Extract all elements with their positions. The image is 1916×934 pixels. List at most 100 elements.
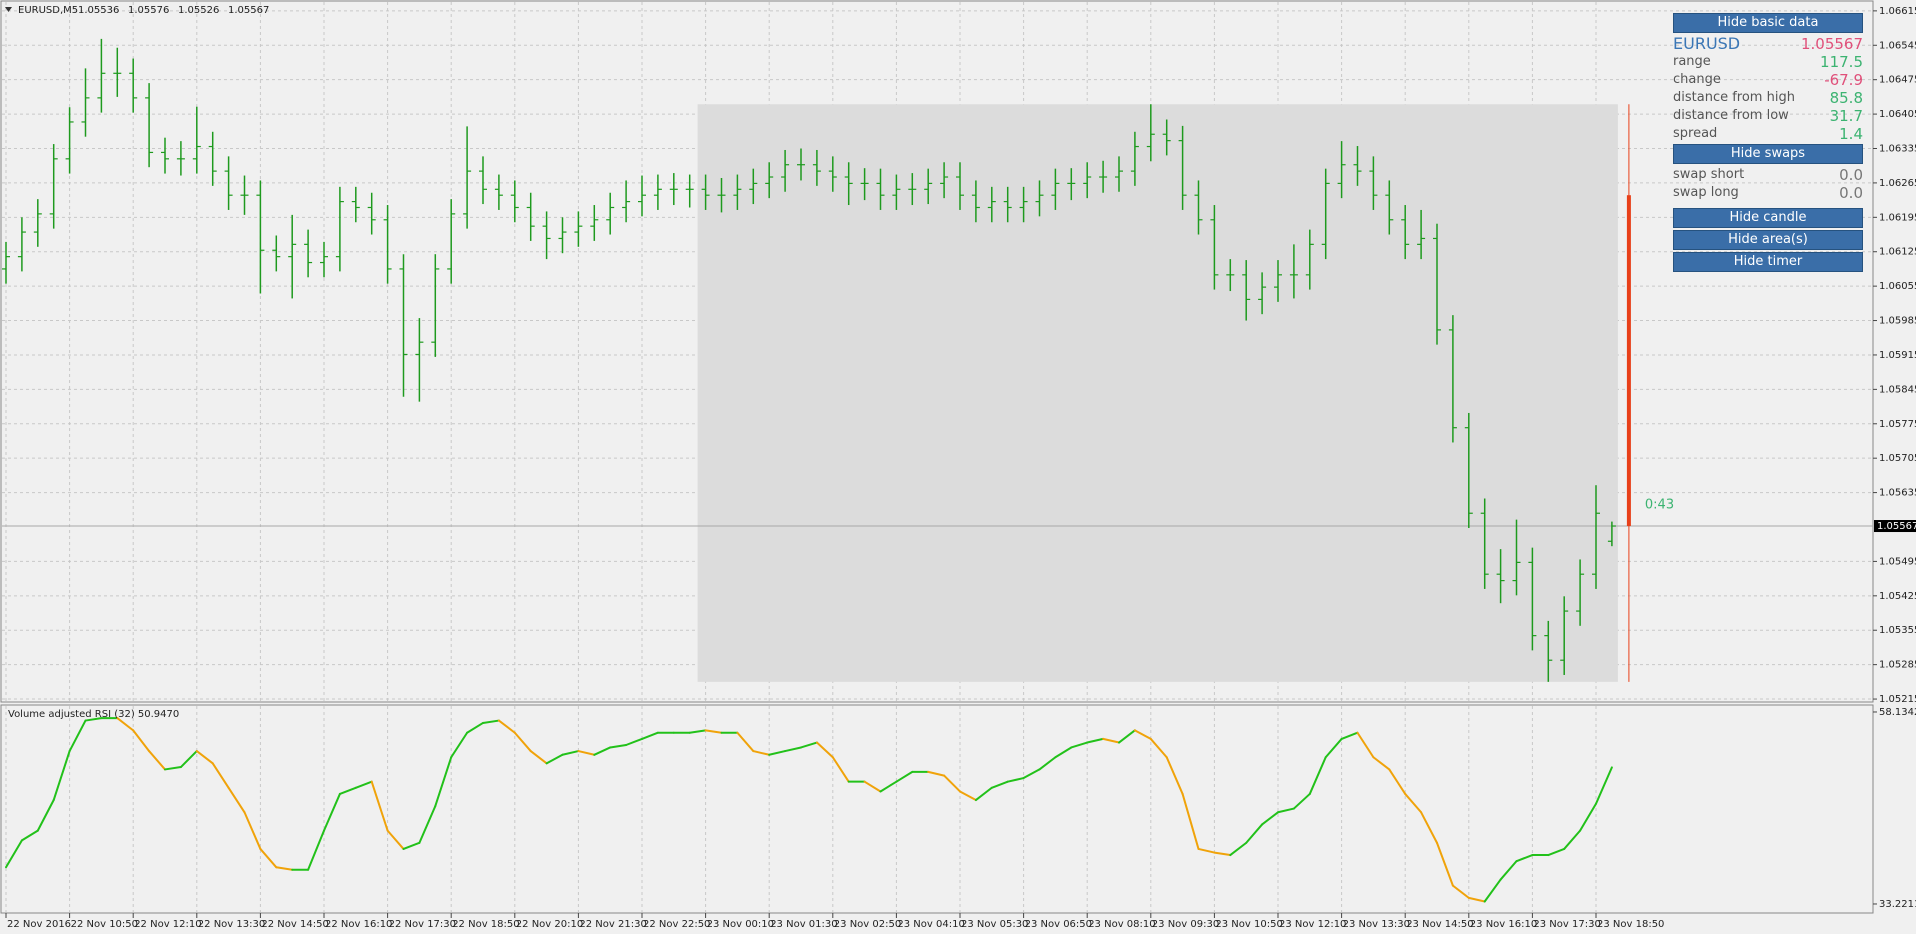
x-tick-label: 22 Nov 2016 bbox=[7, 919, 71, 930]
rsi-segment bbox=[450, 731, 469, 759]
x-tick-label: 23 Nov 09:30 bbox=[1152, 919, 1219, 930]
y-tick-label: 1.06615 bbox=[1879, 6, 1916, 17]
y-tick-label: 1.05215 bbox=[1879, 694, 1916, 705]
rsi-segment bbox=[1102, 737, 1120, 744]
rsi-segment bbox=[307, 829, 325, 871]
price-frame bbox=[0, 0, 1874, 703]
rsi-segment bbox=[1261, 811, 1279, 826]
rsi-segment bbox=[1292, 792, 1311, 810]
rsi-segment bbox=[116, 717, 135, 732]
collapse-icon bbox=[5, 7, 12, 12]
rsi-segment bbox=[545, 753, 564, 765]
rsi-segment bbox=[1372, 756, 1391, 771]
x-tick-label: 23 Nov 04:10 bbox=[897, 919, 964, 930]
rsi-segment bbox=[195, 750, 214, 765]
rsi-segment bbox=[1133, 729, 1152, 740]
rsi-segment bbox=[974, 786, 993, 802]
rsi-segment bbox=[5, 839, 23, 869]
button[interactable]: Hide swaps bbox=[1673, 144, 1863, 164]
range-area bbox=[697, 104, 1618, 682]
button[interactable]: Hide candle bbox=[1673, 208, 1863, 228]
rsi-segment bbox=[164, 766, 182, 771]
rsi-title: Volume adjusted RSI (32) 50.9470 bbox=[8, 709, 179, 720]
x-tick-label: 23 Nov 08:10 bbox=[1088, 919, 1155, 930]
rsi-segment bbox=[831, 756, 850, 783]
x-tick-label: 22 Nov 10:50 bbox=[71, 919, 138, 930]
labels: EURUSD,M5 Volume adjusted RSI (32) 50.94… bbox=[7, 5, 1916, 930]
x-tick-label: 22 Nov 16:10 bbox=[325, 919, 392, 930]
label: swap long bbox=[1673, 185, 1739, 200]
value: -67.9 bbox=[1824, 71, 1863, 89]
y-tick-label: 1.05495 bbox=[1879, 556, 1916, 567]
button[interactable]: Hide basic data bbox=[1673, 13, 1863, 33]
rsi-segment bbox=[561, 750, 580, 756]
rsi-segment bbox=[179, 750, 198, 769]
rsi-segment bbox=[641, 731, 659, 740]
x-tick-label: 23 Nov 10:50 bbox=[1215, 919, 1282, 930]
rsi-segment bbox=[927, 770, 946, 777]
x-tick-label: 22 Nov 22:50 bbox=[643, 919, 710, 930]
rsi-segment bbox=[84, 717, 103, 722]
rsi-segment bbox=[815, 741, 834, 759]
rsi-segment bbox=[1229, 841, 1248, 857]
y-tick-label: 1.05635 bbox=[1879, 488, 1916, 499]
rsi-segment bbox=[768, 750, 787, 756]
rsi-segment bbox=[1245, 823, 1264, 844]
rsi-segment bbox=[1006, 777, 1025, 783]
x-tick-label: 23 Nov 06:50 bbox=[1025, 919, 1092, 930]
rsi-segment bbox=[593, 746, 612, 756]
y-tick-label: 1.06545 bbox=[1879, 40, 1916, 51]
rsi-segment bbox=[1022, 768, 1041, 780]
y-tick-label: 1.06475 bbox=[1879, 75, 1916, 86]
row: distance from low 31.7 bbox=[1673, 107, 1863, 125]
row: spread 1.4 bbox=[1673, 125, 1863, 143]
x-tick-label: 22 Nov 20:10 bbox=[516, 919, 583, 930]
symbol: EURUSD bbox=[1673, 34, 1741, 53]
rsi-frame bbox=[0, 704, 1874, 914]
x-tick-label: 22 Nov 17:30 bbox=[389, 919, 456, 930]
value: 0.0 bbox=[1839, 184, 1863, 202]
y-tick-label: 1.05915 bbox=[1879, 350, 1916, 361]
rsi-segment bbox=[863, 780, 882, 793]
button[interactable]: Hide timer bbox=[1673, 252, 1863, 272]
rsi-segment bbox=[1213, 851, 1232, 857]
marks bbox=[2, 38, 1916, 903]
rsi-segment bbox=[736, 731, 755, 753]
row: range 117.5 bbox=[1673, 53, 1863, 71]
value: 85.8 bbox=[1829, 89, 1863, 107]
y-tick-label: 1.05285 bbox=[1879, 660, 1916, 671]
rsi-segment bbox=[36, 799, 55, 832]
info-panel: Hide basic data EURUSD 1.05567 range 117.5… bbox=[1673, 12, 1863, 274]
row: swap short 0.0 bbox=[1673, 166, 1863, 184]
rsi-segment bbox=[1451, 884, 1470, 899]
rsi-segment bbox=[959, 790, 977, 802]
rsi-segment bbox=[752, 750, 771, 756]
x-tick-label: 23 Nov 05:30 bbox=[961, 919, 1028, 930]
rsi-segment bbox=[879, 780, 898, 793]
y-tick-label: 33.2211 bbox=[1879, 899, 1916, 910]
value: 1.4 bbox=[1839, 125, 1863, 143]
x-tick-label: 23 Nov 02:50 bbox=[834, 919, 901, 930]
x-tick-label: 22 Nov 13:30 bbox=[198, 919, 265, 930]
row: EURUSD 1.05567 bbox=[1673, 34, 1863, 54]
rsi-segment bbox=[1467, 896, 1486, 903]
rsi-segment bbox=[1547, 847, 1566, 857]
rsi-segment bbox=[1436, 841, 1454, 887]
label: range bbox=[1673, 54, 1711, 69]
rsi-segment bbox=[688, 729, 707, 734]
rsi-segment bbox=[1340, 731, 1359, 740]
button[interactable]: Hide area(s) bbox=[1673, 230, 1863, 250]
y-tick-label: 1.05775 bbox=[1879, 419, 1916, 430]
rsi-segment bbox=[784, 746, 802, 753]
rsi-segment bbox=[609, 743, 628, 749]
header-value: 1.05576 bbox=[128, 5, 169, 16]
x-tick-label: 23 Nov 16:10 bbox=[1470, 919, 1537, 930]
rsi-segment bbox=[482, 719, 500, 724]
rsi-segment bbox=[800, 741, 818, 749]
rsi-segment bbox=[68, 719, 87, 753]
rsi-segment bbox=[1324, 737, 1343, 759]
y-tick-label: 1.05985 bbox=[1879, 316, 1916, 327]
rsi-segment bbox=[529, 750, 548, 765]
